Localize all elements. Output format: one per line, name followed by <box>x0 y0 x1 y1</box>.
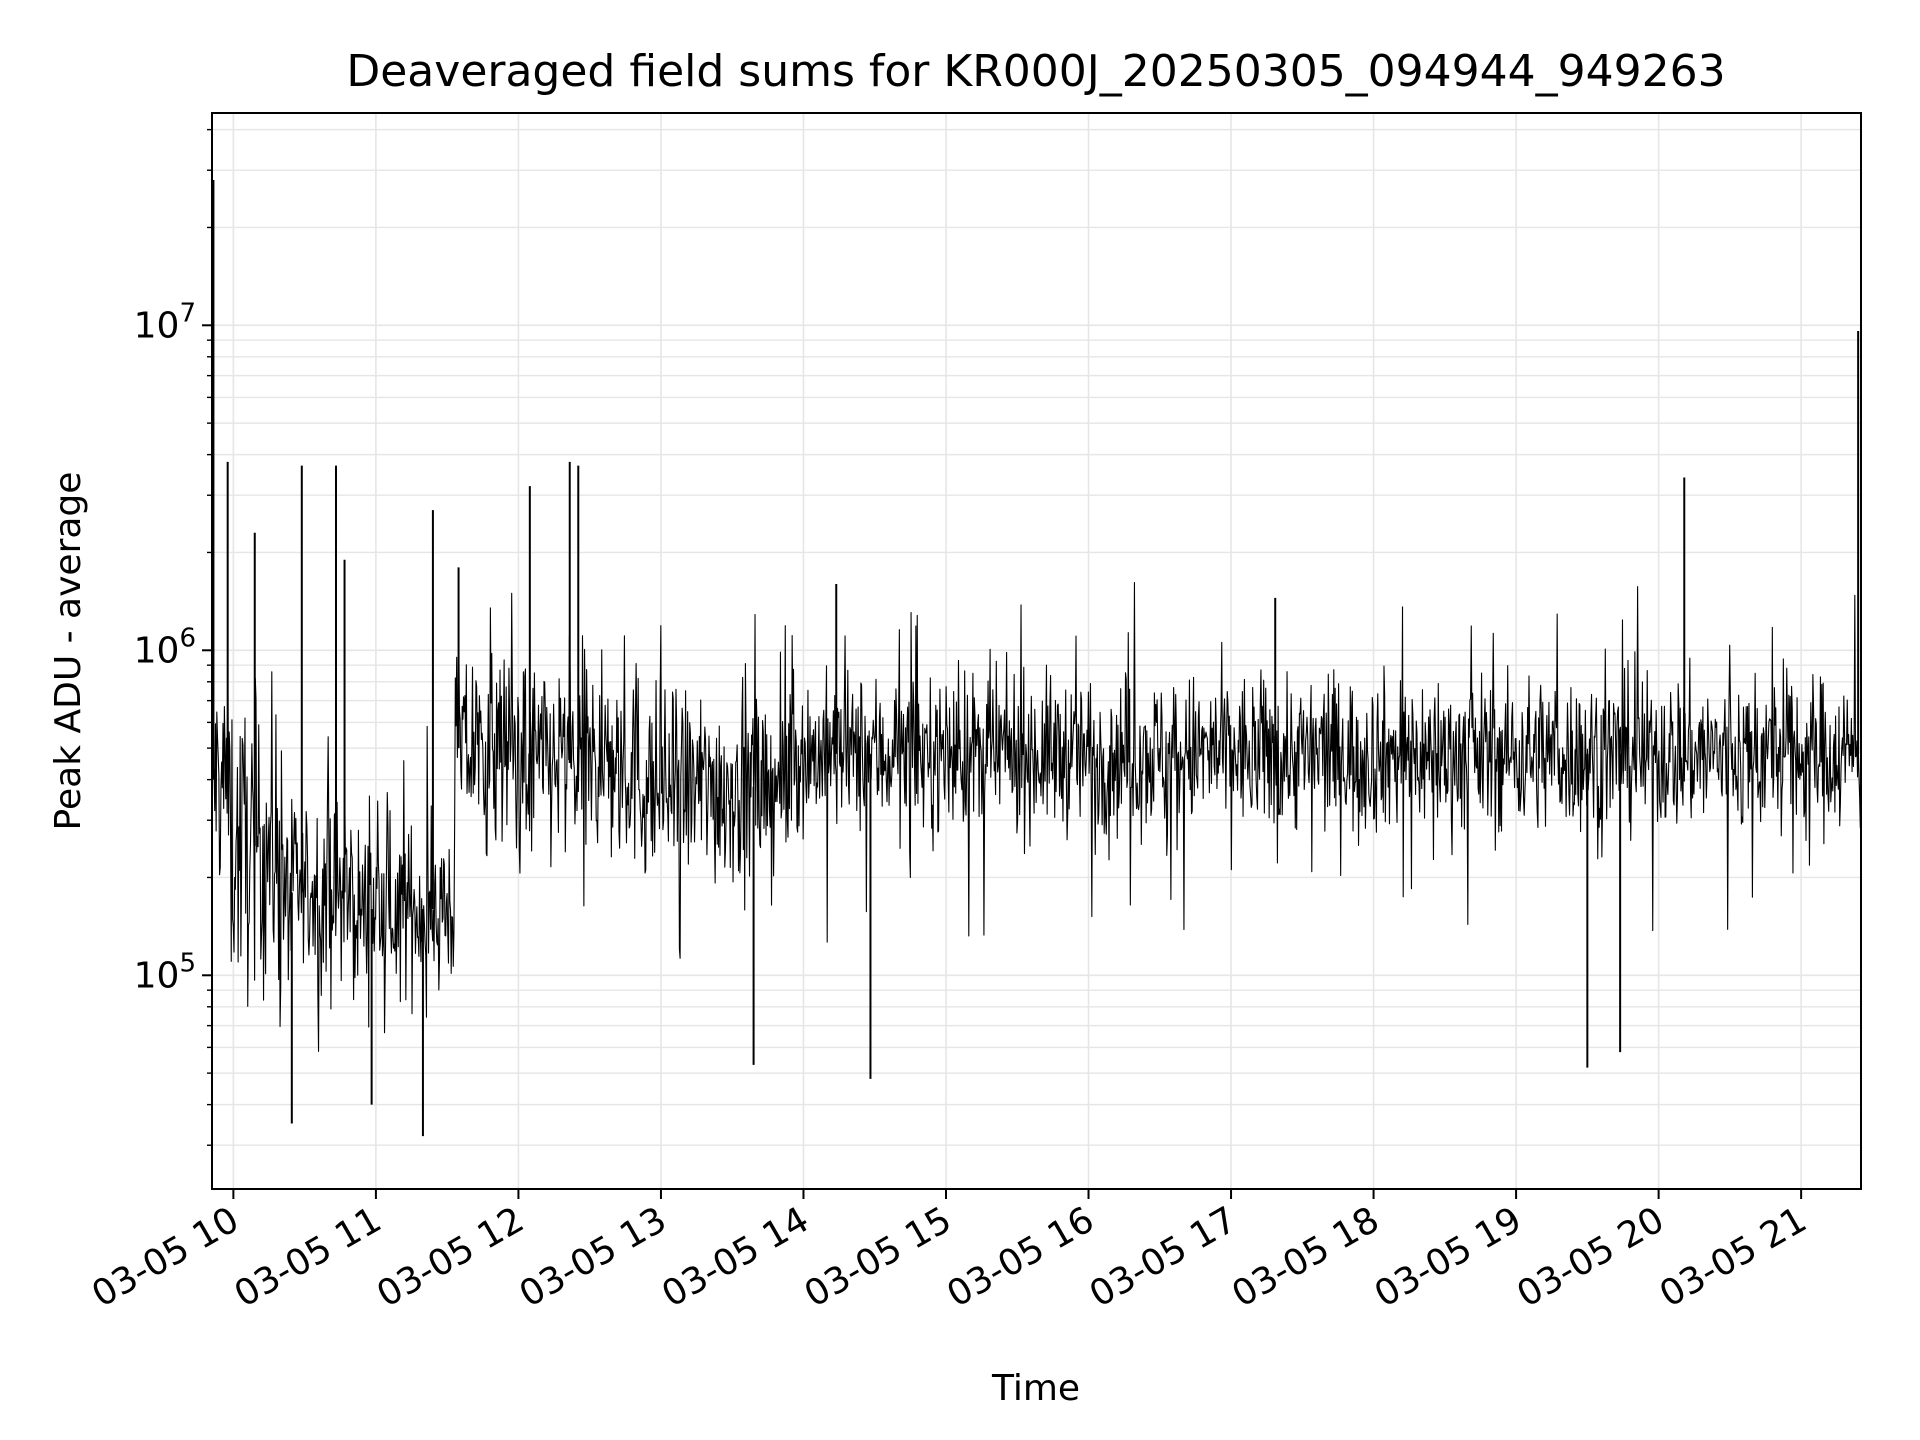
x-axis-label: Time <box>991 1368 1080 1409</box>
y-tick-label: 107 <box>134 298 196 346</box>
y-axis-label: Peak ADU - average <box>48 472 89 831</box>
series-line <box>211 179 1862 1137</box>
series-path <box>211 581 1862 1052</box>
y-tick-label: 106 <box>134 623 196 671</box>
y-tick-label: 105 <box>134 948 196 996</box>
chart-title: Deaveraged field sums for KR000J_2025030… <box>346 46 1725 97</box>
